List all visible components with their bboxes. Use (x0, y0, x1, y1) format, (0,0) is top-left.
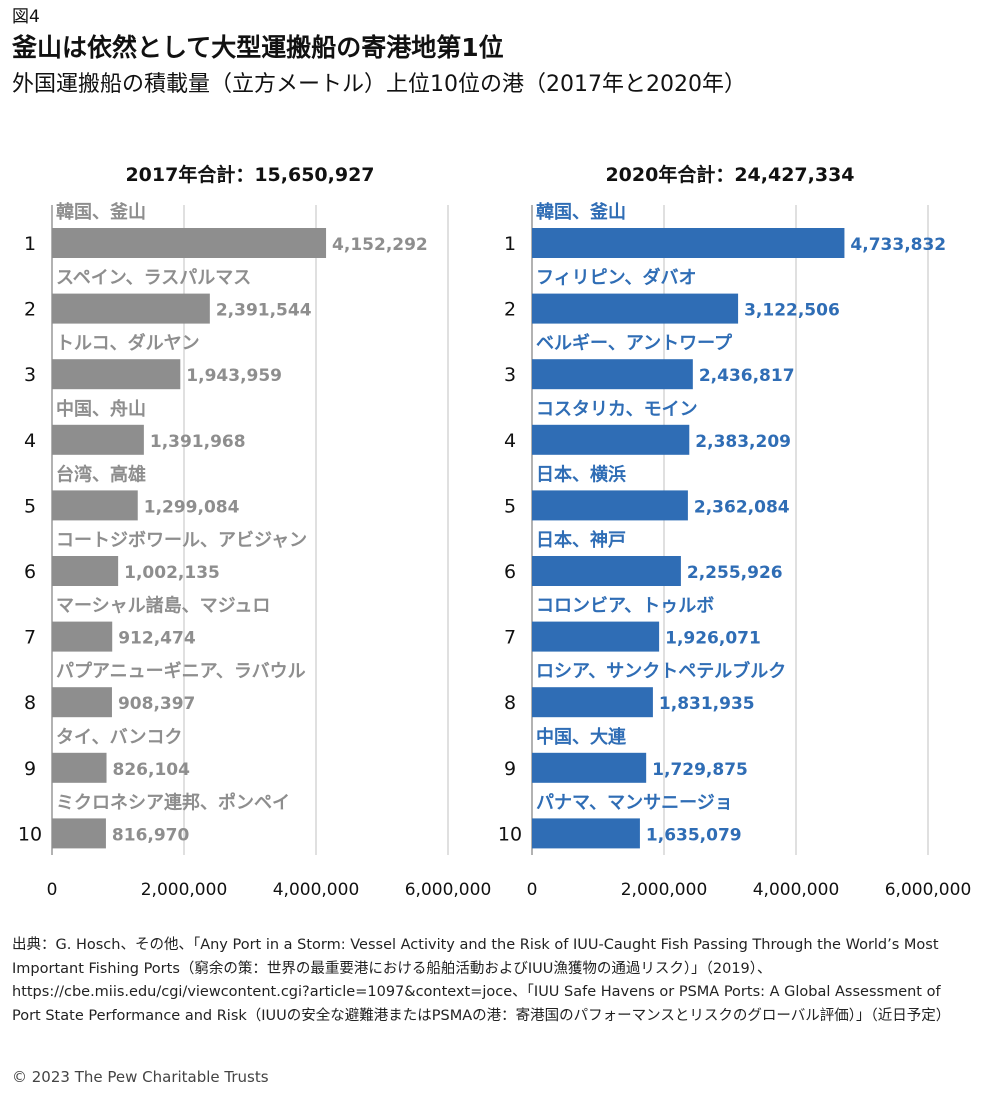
rank-label: 8 (504, 692, 516, 714)
rank-label: 3 (504, 364, 516, 386)
rank-label: 9 (24, 758, 36, 780)
port-label: マーシャル諸島、マジュロ (56, 595, 270, 617)
port-label: 中国、舟山 (56, 398, 146, 420)
value-label: 2,362,084 (694, 497, 790, 517)
port-label: 台湾、高雄 (56, 463, 146, 485)
port-label: ベルギー、アントワープ (536, 332, 733, 354)
rank-label: 1 (24, 233, 36, 255)
rank-label: 5 (504, 495, 516, 517)
x-tick-label: 2,000,000 (141, 880, 228, 900)
rank-label: 10 (498, 823, 522, 845)
value-label: 1,831,935 (659, 694, 755, 714)
value-label: 4,152,292 (332, 235, 428, 255)
value-label: 1,729,875 (652, 760, 748, 780)
bar (532, 818, 640, 849)
value-label: 912,474 (118, 629, 196, 649)
rank-label: 3 (24, 364, 36, 386)
x-tick-label: 0 (527, 880, 538, 900)
value-label: 826,104 (113, 760, 191, 780)
rank-label: 6 (504, 561, 516, 583)
chart-title: 釜山は依然として大型運搬船の寄港地第1位 (12, 33, 504, 62)
rank-label: 6 (24, 561, 36, 583)
value-label: 4,733,832 (850, 235, 946, 255)
x-tick-label: 4,000,000 (753, 880, 840, 900)
rank-label: 2 (504, 299, 516, 321)
value-label: 2,436,817 (699, 366, 795, 386)
chart-2020-title: 2020年合計：24,427,334 (605, 164, 855, 186)
rank-label: 4 (504, 430, 516, 452)
value-label: 1,635,079 (646, 825, 742, 845)
port-label: コロンビア、トゥルボ (536, 596, 714, 617)
value-label: 2,383,209 (695, 432, 791, 452)
bar (52, 490, 138, 521)
port-label: 日本、横浜 (536, 463, 626, 485)
value-label: 1,943,959 (186, 366, 282, 386)
rank-label: 5 (24, 495, 36, 517)
port-label: スペイン、ラスパルマス (56, 268, 251, 289)
x-tick-label: 6,000,000 (885, 880, 972, 900)
x-tick-label: 6,000,000 (405, 880, 492, 900)
copyright: © 2023 The Pew Charitable Trusts (12, 1068, 269, 1086)
bar (52, 687, 112, 718)
rank-label: 7 (24, 627, 36, 649)
rank-label: 9 (504, 758, 516, 780)
x-tick-label: 2,000,000 (621, 880, 708, 900)
chart-2017-title: 2017年合計：15,650,927 (125, 164, 375, 186)
bar (532, 490, 688, 521)
value-label: 1,299,084 (144, 497, 240, 517)
bar (532, 424, 690, 455)
bar-charts: 0 2,000,000 4,000,000 6,000,000 1 韓国、釜山 4,152,… (18, 201, 972, 900)
bar (532, 556, 681, 586)
value-label: 1,926,071 (665, 629, 761, 649)
bar (52, 228, 327, 258)
port-label: ロシア、サンクトペテルブルク (536, 660, 786, 682)
value-label: 1,002,135 (124, 563, 220, 583)
value-label: 816,970 (112, 825, 190, 845)
bar (52, 621, 113, 652)
value-label: 908,397 (118, 694, 195, 714)
rank-label: 10 (18, 823, 42, 845)
bar (532, 293, 739, 324)
value-label: 2,391,544 (216, 301, 312, 321)
value-label: 1,391,968 (150, 432, 246, 452)
bar (52, 359, 181, 390)
port-label: コートジボワール、アビジャン (56, 530, 307, 551)
bar (532, 359, 693, 390)
rank-label: 8 (24, 692, 36, 714)
x-tick-label: 4,000,000 (273, 880, 360, 900)
bar (532, 621, 660, 652)
rank-label: 7 (504, 627, 516, 649)
figure-label: 図4 (12, 7, 40, 27)
bar (52, 752, 107, 783)
port-label: トルコ、ダルヤン (56, 332, 200, 354)
chart-subtitle: 外国運搬船の積載量（立方メートル）上位10位の港（2017年と2020年） (12, 72, 746, 97)
rank-label: 2 (24, 299, 36, 321)
bar (52, 424, 144, 455)
x-tick-label: 0 (47, 880, 58, 900)
port-label: 中国、大連 (536, 726, 627, 748)
bar (52, 293, 210, 324)
bar (52, 556, 119, 586)
rank-label: 4 (24, 430, 36, 452)
port-label: パプアニューギニア、ラバウル (56, 660, 306, 682)
port-label: フィリピン、ダバオ (536, 267, 697, 289)
port-label: パナマ、マンサニージョ (536, 792, 733, 813)
rank-label: 1 (504, 233, 516, 255)
port-label: 韓国、釜山 (56, 201, 146, 223)
port-label: 日本、神戸 (536, 529, 626, 551)
port-label: 韓国、釜山 (536, 201, 626, 223)
bar (52, 818, 106, 849)
value-label: 2,255,926 (687, 563, 783, 583)
port-label: コスタリカ、モイン (536, 399, 698, 420)
bar (532, 752, 647, 783)
value-label: 3,122,506 (744, 301, 840, 321)
port-label: ミクロネシア連邦、ポンペイ (56, 791, 290, 813)
bar (532, 228, 845, 258)
source-note: 出典：G. Hosch、その他、「Any Port in a Storm: Ve… (12, 937, 951, 1024)
port-label: タイ、バンコク (56, 727, 183, 748)
bar (532, 687, 653, 718)
